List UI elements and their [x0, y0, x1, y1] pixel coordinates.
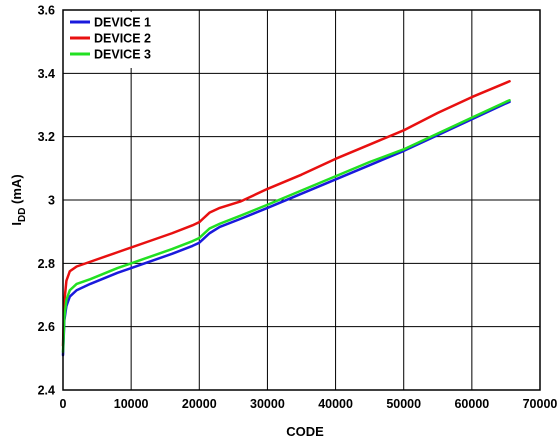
legend-label: DEVICE 3 [94, 48, 151, 62]
y-tick-label: 3.4 [38, 67, 55, 81]
x-tick-label: 70000 [523, 397, 558, 411]
legend: DEVICE 1 DEVICE 2 DEVICE 3 [66, 12, 174, 68]
y-tick-label: 3.6 [38, 4, 55, 18]
y-axis-title-subscript: DD [17, 208, 28, 222]
series-lines [63, 81, 510, 355]
series-line-2 [63, 81, 510, 345]
x-tick-label: 50000 [386, 397, 421, 411]
legend-label: DEVICE 1 [94, 16, 151, 30]
y-tick-label: 3.2 [38, 130, 55, 144]
x-tick-label: 60000 [454, 397, 489, 411]
series-line-3 [63, 100, 510, 352]
legend-label: DEVICE 2 [94, 32, 151, 46]
x-tick-labels: 0 10000 20000 30000 40000 50000 60000 70000 [60, 397, 558, 411]
x-tick-label: 0 [60, 397, 67, 411]
y-axis-title-unit: (mA) [9, 174, 24, 207]
y-tick-label: 2.8 [38, 257, 55, 271]
y-tick-label: 3 [48, 194, 55, 208]
x-tick-label: 40000 [318, 397, 353, 411]
y-tick-label: 2.6 [38, 320, 55, 334]
y-tick-labels: 2.4 2.6 2.8 3 3.2 3.4 3.6 [38, 4, 55, 398]
x-tick-label: 20000 [182, 397, 217, 411]
y-tick-label: 2.4 [38, 384, 55, 398]
x-axis-title: CODE [286, 424, 324, 439]
x-tick-label: 30000 [250, 397, 285, 411]
y-axis-title: IDD (mA) [9, 174, 28, 225]
series-line-1 [63, 102, 510, 355]
x-tick-label: 10000 [114, 397, 149, 411]
